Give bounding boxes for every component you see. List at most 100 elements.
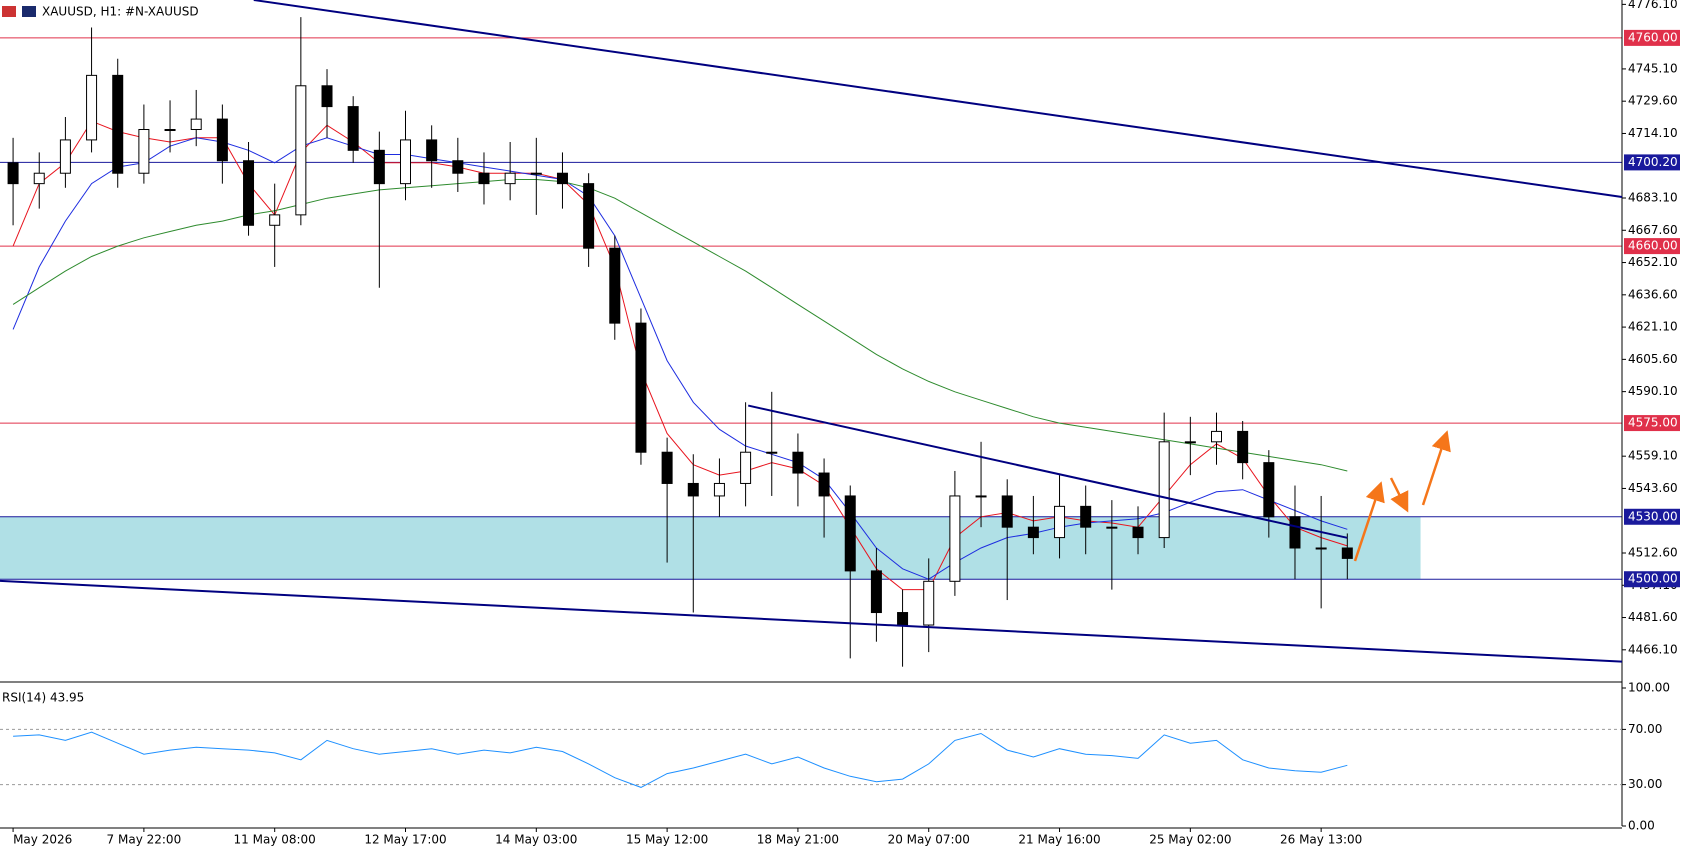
- chart-title: XAUUSD, H1: #N-XAUUSD: [42, 5, 199, 19]
- candle-body: [373, 149, 385, 185]
- candle-body: [1027, 526, 1039, 539]
- candle-body: [1001, 495, 1013, 528]
- y-tick-label: 4683.10: [1628, 191, 1678, 205]
- level-label-box: [1624, 154, 1680, 171]
- y-tick-label: 30.00: [1628, 777, 1662, 791]
- x-tick-label: 26 May 13:00: [1280, 833, 1362, 847]
- y-tick-label: 4636.60: [1628, 287, 1678, 301]
- y-tick-label: 4667.60: [1628, 223, 1678, 237]
- candle-body: [1184, 441, 1196, 444]
- y-tick-label: 4512.60: [1628, 545, 1678, 559]
- candle-body: [1158, 441, 1170, 539]
- y-tick-label: 4481.60: [1628, 610, 1678, 624]
- arrow: [1389, 477, 1409, 513]
- level-label: 4760.00: [1628, 30, 1678, 44]
- candle-body: [1106, 526, 1118, 529]
- rsi-line: [13, 731, 1348, 788]
- level-label-box: [1624, 29, 1680, 46]
- candle-body: [33, 172, 45, 185]
- y-tick-label: 4605.60: [1628, 352, 1678, 366]
- candle-body: [792, 451, 804, 474]
- candle-body: [86, 74, 98, 141]
- candle-body: [190, 118, 202, 131]
- candle-body: [452, 160, 464, 174]
- candle-body: [766, 451, 778, 454]
- candle-body: [1054, 505, 1066, 539]
- y-tick-label: 4745.10: [1628, 61, 1678, 75]
- candle-body: [243, 160, 255, 226]
- x-tick-label: 11 May 08:00: [234, 833, 316, 847]
- candle-body: [844, 495, 856, 572]
- candle-body: [923, 580, 935, 626]
- y-tick-label: 4776.10: [1628, 0, 1678, 11]
- candle-body: [530, 172, 542, 175]
- candle-body: [1289, 516, 1301, 549]
- level-label-box: [1624, 238, 1680, 255]
- candle-body: [1263, 462, 1275, 518]
- x-tick-label: 7 May 22:00: [107, 833, 182, 847]
- level-label: 4530.00: [1628, 509, 1678, 523]
- y-tick-label: 4621.10: [1628, 320, 1678, 334]
- x-tick-label: 15 May 12:00: [626, 833, 708, 847]
- level-label-box: [1624, 571, 1680, 588]
- rsi-label: RSI(14) 43.95: [2, 691, 84, 705]
- arrow: [1421, 430, 1451, 506]
- candle-body: [556, 172, 568, 185]
- candle-body: [713, 482, 725, 497]
- candle-body: [269, 214, 281, 226]
- candle-body: [504, 172, 516, 185]
- level-label-box: [1624, 415, 1680, 432]
- chart-icon[interactable]: [22, 6, 36, 17]
- moving-average: [12, 179, 1348, 472]
- x-tick-label: 20 May 07:00: [888, 833, 970, 847]
- y-tick-label: 4729.60: [1628, 94, 1678, 108]
- menu-icon[interactable]: [2, 6, 16, 17]
- y-tick-label: 4714.10: [1628, 126, 1678, 140]
- level-label-box: [1624, 508, 1680, 525]
- candle-body: [1237, 430, 1249, 464]
- y-tick-label: 4543.60: [1628, 481, 1678, 495]
- x-tick-label: 25 May 02:00: [1149, 833, 1231, 847]
- level-label: 4700.20: [1628, 155, 1678, 169]
- x-tick-label: 14 May 03:00: [495, 833, 577, 847]
- level-label: 4575.00: [1628, 416, 1678, 430]
- zone: [0, 516, 1421, 580]
- candle-body: [426, 139, 438, 162]
- trendline: [253, 0, 1623, 198]
- candle-body: [818, 472, 830, 497]
- candle-body: [635, 322, 647, 453]
- candle-body: [295, 85, 307, 216]
- candle-body: [897, 612, 909, 626]
- candle-body: [164, 129, 176, 132]
- y-tick-label: 4652.10: [1628, 255, 1678, 269]
- trendline: [0, 579, 1623, 663]
- candle-body: [609, 247, 621, 324]
- y-tick-label: 0.00: [1628, 819, 1655, 833]
- y-tick-label: 4590.10: [1628, 384, 1678, 398]
- moving-average: [12, 137, 1348, 580]
- candle-body: [1315, 547, 1327, 550]
- level-label: 4500.00: [1628, 572, 1678, 586]
- candle-body: [740, 451, 752, 484]
- candle-body: [687, 482, 699, 497]
- candle-body: [949, 495, 961, 582]
- y-tick-label: 100.00: [1628, 681, 1670, 695]
- arrow: [1353, 481, 1385, 562]
- candle-body: [112, 74, 124, 174]
- y-tick-label: 4466.10: [1628, 642, 1678, 656]
- candle-body: [1211, 430, 1222, 443]
- candle-body: [59, 139, 71, 174]
- x-tick-label: 21 May 16:00: [1018, 833, 1100, 847]
- moving-average: [12, 120, 1348, 591]
- trendline: [747, 404, 1348, 539]
- candle-body: [138, 129, 150, 174]
- level-label: 4660.00: [1628, 239, 1678, 253]
- candle-body: [1341, 547, 1353, 559]
- x-tick-label: 12 May 17:00: [364, 833, 446, 847]
- annotation-arrows: [1353, 430, 1451, 562]
- candle-body: [583, 183, 595, 249]
- candle-body: [1132, 526, 1144, 539]
- candle-body: [216, 118, 228, 162]
